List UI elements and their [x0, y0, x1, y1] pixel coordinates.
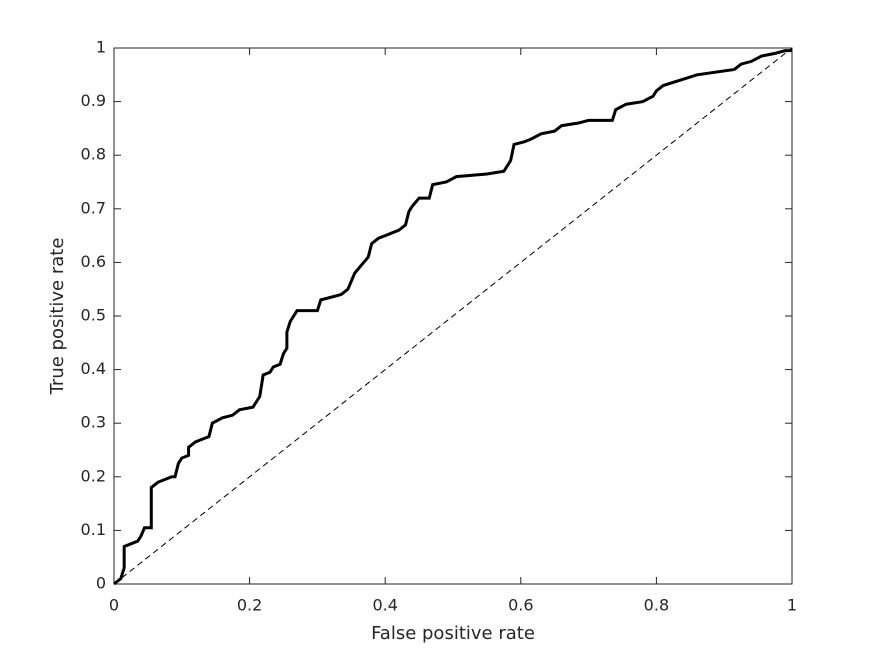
x-tick-label: 0.8 — [644, 596, 669, 615]
y-tick-label: 0.7 — [81, 198, 106, 217]
y-axis-label: True positive rate — [47, 238, 68, 396]
y-tick-label: 0.4 — [81, 359, 106, 378]
roc-curve — [113, 49, 792, 586]
x-tick-label: 0 — [109, 596, 119, 615]
x-axis-label: False positive rate — [371, 623, 535, 644]
reference-line — [113, 47, 793, 585]
y-tick-label: 0.6 — [81, 252, 106, 271]
y-tick-label: 0.3 — [81, 413, 106, 432]
y-tick-label: 0 — [96, 574, 106, 593]
y-tick-label: 0.2 — [81, 466, 106, 485]
y-tick-label: 0.1 — [81, 520, 106, 539]
x-tick-label: 0.4 — [372, 596, 397, 615]
x-tick-label: 1 — [787, 596, 797, 615]
y-tick-label: 0.5 — [81, 306, 106, 325]
y-tick-label: 0.9 — [81, 91, 106, 110]
y-tick-label: 1 — [96, 38, 106, 57]
x-tick-label: 0.6 — [508, 596, 533, 615]
y-tick-label: 0.8 — [81, 145, 106, 164]
x-tick-label: 0.2 — [237, 596, 262, 615]
